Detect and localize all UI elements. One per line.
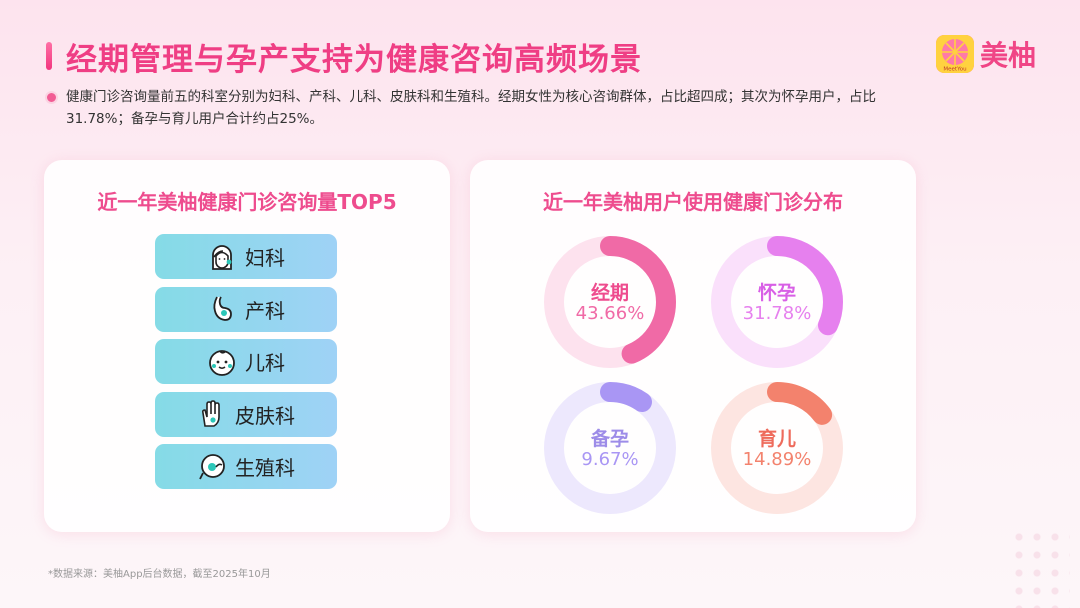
- donut-value: 14.89%: [742, 449, 812, 470]
- dept-item-reproductive: 生殖科: [155, 444, 337, 489]
- dept-item-pediatrics: 儿科: [155, 339, 337, 384]
- dept-item-obstetrics: 产科: [155, 286, 337, 332]
- pregnant-icon: [207, 294, 237, 324]
- brand-logo: MeetYou 美柚: [936, 34, 1036, 74]
- summary-text: 健康门诊咨询量前五的科室分别为妇科、产科、儿科、皮肤科和生殖科。经期女性为核心咨…: [66, 89, 876, 127]
- donut-value: 9.67%: [581, 449, 639, 470]
- dept-label: 产科: [245, 298, 285, 323]
- donut-menstrual: 经期 43.66%: [544, 236, 676, 368]
- dept-item-dermatology: 皮肤科: [155, 391, 337, 437]
- dept-label: 妇科: [245, 246, 285, 270]
- donut-category: 怀孕: [757, 282, 796, 304]
- source-footnote: *数据来源：美柚App后台数据，截至2025年10月: [48, 569, 271, 580]
- baby-face-icon: [207, 347, 237, 377]
- page-title: 经期管理与孕产支持为健康咨询高频场景: [66, 42, 642, 78]
- grapefruit-logo-icon: MeetYou: [936, 35, 974, 73]
- dept-label: 皮肤科: [235, 403, 295, 428]
- distribution-card: 近一年美柚用户使用健康门诊分布 经期 43.66% 怀孕 31.78% 备孕 9…: [470, 160, 916, 532]
- dept-label: 生殖科: [235, 456, 295, 480]
- reproductive-icon: [197, 452, 227, 482]
- donut-value: 31.78%: [742, 303, 812, 324]
- background-dots: [1010, 528, 1070, 608]
- donut-arc: [711, 236, 843, 368]
- donut-arc: [544, 382, 676, 514]
- hand-icon: [197, 399, 227, 429]
- donut-category: 备孕: [590, 428, 629, 450]
- donut-arc: [711, 382, 843, 514]
- donut-trying-to-conceive: 备孕 9.67%: [544, 382, 676, 514]
- title-accent-bar: [46, 42, 52, 70]
- donut-category: 育儿: [757, 428, 796, 450]
- dept-label: 儿科: [245, 351, 285, 375]
- donut-pregnancy: 怀孕 31.78%: [711, 236, 843, 368]
- top5-card: 近一年美柚健康门诊咨询量TOP5 妇科 产科 儿科 皮肤科: [44, 160, 450, 532]
- donut-category: 经期: [590, 282, 629, 304]
- donut-value: 43.66%: [575, 303, 645, 324]
- donut-arc: [544, 236, 676, 368]
- dept-item-gynecology: 妇科: [155, 234, 337, 279]
- top5-title: 近一年美柚健康门诊咨询量TOP5: [97, 190, 397, 214]
- distribution-title: 近一年美柚用户使用健康门诊分布: [543, 190, 843, 214]
- logo-sub-text: MeetYou: [943, 67, 966, 73]
- woman-face-icon: [207, 242, 237, 272]
- dept-list: 妇科 产科 儿科 皮肤科 生殖科: [155, 234, 337, 497]
- summary-bullet: [45, 91, 58, 104]
- donut-parenting: 育儿 14.89%: [711, 382, 843, 514]
- logo-text: 美柚: [980, 39, 1037, 72]
